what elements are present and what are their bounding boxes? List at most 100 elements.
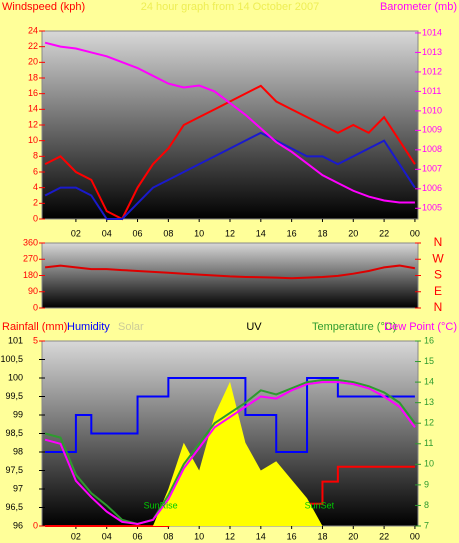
x-tick-label: 22	[379, 228, 389, 238]
area	[45, 381, 415, 526]
y-tick-label: 100,5	[0, 354, 23, 364]
y-tick-label: 90	[28, 286, 38, 296]
x-tick-label: 20	[348, 531, 358, 541]
y-tick-label: 2	[33, 198, 38, 208]
y3-tick-label: 5	[33, 335, 38, 345]
x-tick-label: 18	[317, 228, 327, 238]
x-tick-label: 16	[287, 228, 297, 238]
y-tick-label: 8	[33, 151, 38, 161]
y2-tick-label: 10	[424, 459, 434, 469]
y2-tick-label: 13	[424, 397, 434, 407]
y2-tick-label: 16	[424, 335, 434, 345]
x-tick-label: 16	[287, 531, 297, 541]
y-tick-label: 4	[33, 182, 38, 192]
y-tick-label: 99	[13, 409, 23, 419]
y-tick-label: 14	[28, 104, 38, 114]
line	[44, 264, 416, 280]
series-label: Solar	[118, 321, 144, 333]
line	[44, 84, 416, 221]
y2-tick-label: 1013	[422, 47, 442, 57]
x-tick-label: 04	[102, 228, 112, 238]
y-axis-label: Windspeed (kph)	[2, 1, 85, 13]
y-tick-label: 10	[28, 135, 38, 145]
x-tick-label: 08	[163, 531, 173, 541]
series-label: Dew Point (°C)	[384, 321, 457, 333]
x-tick-label: 02	[71, 228, 81, 238]
y2-tick-label: N	[434, 235, 443, 249]
y2-tick-label: 1011	[422, 86, 441, 96]
x-tick-label: 18	[317, 531, 327, 541]
y-tick-label: 101	[8, 335, 23, 345]
y-tick-label: 98	[13, 446, 23, 456]
y2-tick-label: 1005	[422, 203, 442, 213]
x-tick-label: 12	[225, 228, 235, 238]
y2-axis-label: Barometer (mb)	[380, 1, 457, 13]
y2-tick-label: 7	[424, 520, 429, 530]
y2-tick-label: 15	[424, 356, 434, 366]
chart-title: 24 hour graph from 14 October 2007	[141, 1, 320, 13]
x-tick-label: 02	[71, 531, 81, 541]
y2-tick-label: 12	[424, 418, 434, 428]
line	[44, 379, 416, 525]
y-tick-label: 98,5	[5, 428, 23, 438]
y-tick-label: 0	[33, 213, 38, 223]
y2-tick-label: N	[434, 300, 443, 314]
x-tick-label: 12	[225, 531, 235, 541]
y2-tick-label: 11	[424, 438, 433, 448]
y-tick-label: 20	[28, 57, 38, 67]
line	[44, 41, 415, 204]
x-tick-label: 04	[102, 531, 112, 541]
y-tick-label: 96	[13, 520, 23, 530]
series-label: Rainfall (mm)	[2, 321, 67, 333]
y2-tick-label: 1007	[422, 164, 442, 174]
y2-tick-label: W	[432, 251, 444, 265]
series-label: Humidity	[67, 321, 110, 333]
y-tick-label: 270	[23, 254, 38, 264]
y2-tick-label: 1008	[422, 144, 442, 154]
line	[45, 377, 415, 453]
y-tick-label: 24	[28, 25, 38, 35]
x-tick-label: 00	[410, 228, 420, 238]
y-tick-label: 100	[8, 372, 23, 382]
plot-area	[41, 30, 419, 220]
series-label: Temperature (°C)	[312, 321, 396, 333]
line	[44, 131, 416, 220]
y-tick-label: 0	[33, 302, 38, 312]
annotation: SunSet	[305, 500, 335, 510]
x-tick-label: 06	[133, 228, 143, 238]
y-tick-label: 22	[28, 41, 38, 51]
y-tick-label: 18	[28, 72, 38, 82]
y-tick-label: 99,5	[5, 391, 23, 401]
uv-label: UV	[246, 321, 262, 333]
y-tick-label: 180	[23, 270, 38, 280]
annotation: SunRise	[144, 500, 178, 510]
y-tick-label: 97,5	[5, 465, 23, 475]
y2-tick-label: 1010	[422, 105, 442, 115]
x-tick-label: 10	[194, 531, 204, 541]
line	[44, 381, 416, 525]
x-tick-label: 08	[163, 228, 173, 238]
y-tick-label: 16	[28, 88, 38, 98]
y-tick-label: 97	[13, 483, 23, 493]
y2-tick-label: S	[434, 268, 442, 282]
y2-tick-label: E	[434, 284, 442, 298]
y2-tick-label: 1009	[422, 125, 442, 135]
x-tick-label: 14	[256, 531, 266, 541]
y-tick-label: 96,5	[5, 502, 23, 512]
x-tick-label: 06	[133, 531, 143, 541]
x-tick-label: 22	[379, 531, 389, 541]
y2-tick-label: 1006	[422, 183, 442, 193]
y-tick-label: 360	[23, 237, 38, 247]
y2-tick-label: 1012	[422, 66, 442, 76]
y2-tick-label: 8	[424, 500, 429, 510]
x-tick-label: 20	[348, 228, 358, 238]
y-tick-label: 6	[33, 166, 38, 176]
x-tick-label: 14	[256, 228, 266, 238]
x-tick-label: 10	[194, 228, 204, 238]
y-tick-label: 12	[28, 119, 38, 129]
x-tick-label: 00	[410, 531, 420, 541]
y2-tick-label: 1014	[422, 27, 442, 37]
y3-tick-label: 0	[33, 520, 38, 530]
